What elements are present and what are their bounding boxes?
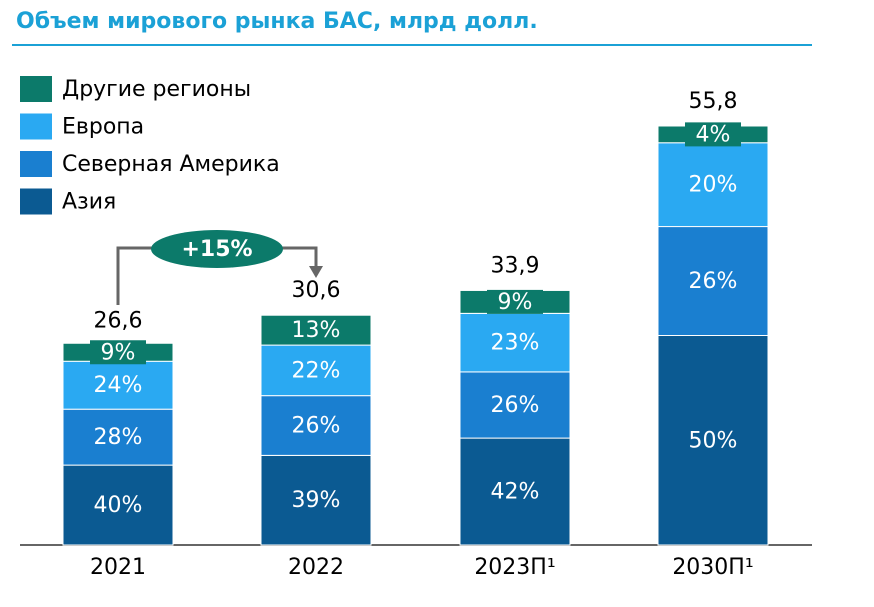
bar-segment bbox=[459, 312, 571, 373]
value-label: 22% bbox=[292, 358, 341, 383]
growth-badge bbox=[151, 230, 283, 268]
total-label: 33,9 bbox=[491, 253, 540, 278]
value-label: 40% bbox=[94, 493, 143, 518]
legend-label: Азия bbox=[62, 190, 116, 215]
value-label: 23% bbox=[491, 331, 540, 356]
legend-swatch bbox=[20, 151, 52, 177]
legend-label: Европа bbox=[62, 115, 144, 140]
legend-label: Северная Америка bbox=[62, 152, 280, 177]
arrow-head bbox=[309, 266, 323, 278]
label-box bbox=[685, 122, 741, 147]
value-label: 26% bbox=[491, 393, 540, 418]
value-label: 13% bbox=[292, 318, 341, 343]
label-box bbox=[90, 340, 146, 365]
total-label: 30,6 bbox=[292, 278, 341, 303]
value-label: 26% bbox=[689, 269, 738, 294]
bar-segment bbox=[657, 142, 769, 228]
value-label: 9% bbox=[101, 340, 136, 365]
chart-title: Объем мирового рынка БАС, млрд долл. bbox=[16, 9, 538, 34]
total-label: 55,8 bbox=[689, 89, 738, 114]
value-label: 20% bbox=[689, 173, 738, 198]
x-tick-label: 2021 bbox=[90, 555, 146, 580]
value-label: 4% bbox=[696, 122, 731, 147]
x-tick-label: 2030П¹ bbox=[672, 555, 753, 580]
x-tick-label: 2022 bbox=[288, 555, 344, 580]
legend-label: Другие регионы bbox=[62, 77, 251, 102]
bar-segment bbox=[260, 344, 372, 397]
bar-segment bbox=[657, 335, 769, 546]
x-tick-label: 2023П¹ bbox=[474, 555, 555, 580]
value-label: 28% bbox=[94, 425, 143, 450]
value-label: 42% bbox=[491, 480, 540, 505]
value-label: 50% bbox=[689, 428, 738, 453]
bar-segment bbox=[459, 437, 571, 546]
bar-segment bbox=[260, 454, 372, 546]
label-box bbox=[288, 318, 344, 343]
growth-label: +15% bbox=[181, 237, 252, 262]
bar-segment bbox=[260, 395, 372, 456]
total-label: 26,6 bbox=[94, 308, 143, 333]
value-label: 39% bbox=[292, 488, 341, 513]
bar-segment bbox=[62, 408, 174, 466]
value-label: 26% bbox=[292, 414, 341, 439]
legend-swatch bbox=[20, 76, 52, 102]
bar-segment bbox=[62, 360, 174, 410]
legend-swatch bbox=[20, 113, 52, 140]
legend-swatch bbox=[20, 188, 52, 215]
value-label: 9% bbox=[498, 290, 533, 315]
bar-segment bbox=[459, 371, 571, 439]
value-label: 24% bbox=[94, 373, 143, 398]
bar-segment bbox=[62, 464, 174, 546]
label-box bbox=[487, 289, 543, 314]
